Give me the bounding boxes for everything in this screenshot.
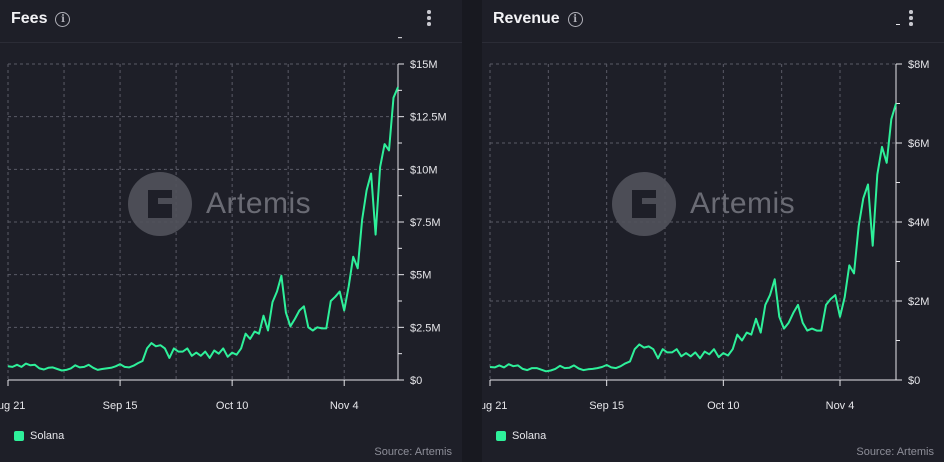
series-line-solana [7, 86, 399, 372]
y-tick-label: $5M [410, 270, 431, 282]
panel-title: Revenue [493, 10, 560, 27]
revenue-chart: $0 $2M $4M $6M $8M Aug 21 Sep 15 Oct 10 Nov 4 [482, 24, 929, 412]
y-tick-label: $2M [908, 296, 929, 308]
source-note: Source: Artemis [374, 446, 452, 458]
legend-swatch [496, 431, 506, 441]
series-line-solana [489, 103, 897, 373]
panel-header: Fees i [11, 8, 71, 30]
panel-gap [462, 0, 482, 462]
kebab-menu-icon[interactable] [426, 10, 432, 28]
watermark-text: Artemis [206, 187, 312, 220]
y-tick-label: $8M [908, 59, 929, 71]
artemis-watermark: Artemis [612, 172, 795, 236]
x-tick-label: Sep 15 [103, 400, 138, 412]
x-tick-label: Nov 4 [826, 400, 855, 412]
fees-panel: Fees i $0 $2.5M $5M $7.5M $10M $12.5M $15M Aug … [0, 0, 462, 462]
y-tick-label: $0 [908, 375, 920, 387]
fees-chart: $0 $2.5M $5M $7.5M $10M $12.5M $15M Aug 21 Sep 1… [0, 37, 447, 412]
source-note: Source: Artemis [856, 446, 934, 458]
x-tick-label: Aug 21 [482, 400, 507, 412]
y-tick-label: $10M [410, 164, 438, 176]
panel-header: Revenue i [493, 8, 583, 30]
x-tick-label: Sep 15 [589, 400, 624, 412]
artemis-logo-icon [612, 172, 676, 236]
x-tick-label: Nov 4 [330, 400, 359, 412]
y-tick-label: $4M [908, 217, 929, 229]
info-icon[interactable]: i [567, 11, 583, 27]
kebab-menu-icon[interactable] [908, 10, 914, 28]
y-tick-label: $0 [410, 375, 422, 387]
legend-swatch [14, 431, 24, 441]
artemis-logo-icon [128, 172, 192, 236]
header-divider [0, 42, 462, 43]
legend[interactable]: Solana [496, 430, 546, 442]
info-icon[interactable]: i [55, 11, 71, 27]
revenue-panel: Revenue i $0 $2M $4M $6M $8M Aug 21 Sep 15 Oct … [482, 0, 944, 462]
y-tick-label: $7.5M [410, 217, 441, 229]
y-tick-label: $15M [410, 59, 438, 71]
y-tick-label: $2.5M [410, 322, 441, 334]
header-divider [482, 42, 944, 43]
artemis-watermark: Artemis [128, 172, 311, 236]
legend[interactable]: Solana [14, 430, 64, 442]
legend-label: Solana [512, 430, 547, 442]
x-tick-label: Aug 21 [0, 400, 25, 412]
watermark-text: Artemis [690, 187, 796, 220]
x-tick-label: Oct 10 [216, 400, 248, 412]
y-tick-label: $6M [908, 138, 929, 150]
panel-title: Fees [11, 10, 48, 27]
y-tick-label: $12.5M [410, 112, 447, 124]
x-tick-label: Oct 10 [707, 400, 739, 412]
legend-label: Solana [30, 430, 65, 442]
